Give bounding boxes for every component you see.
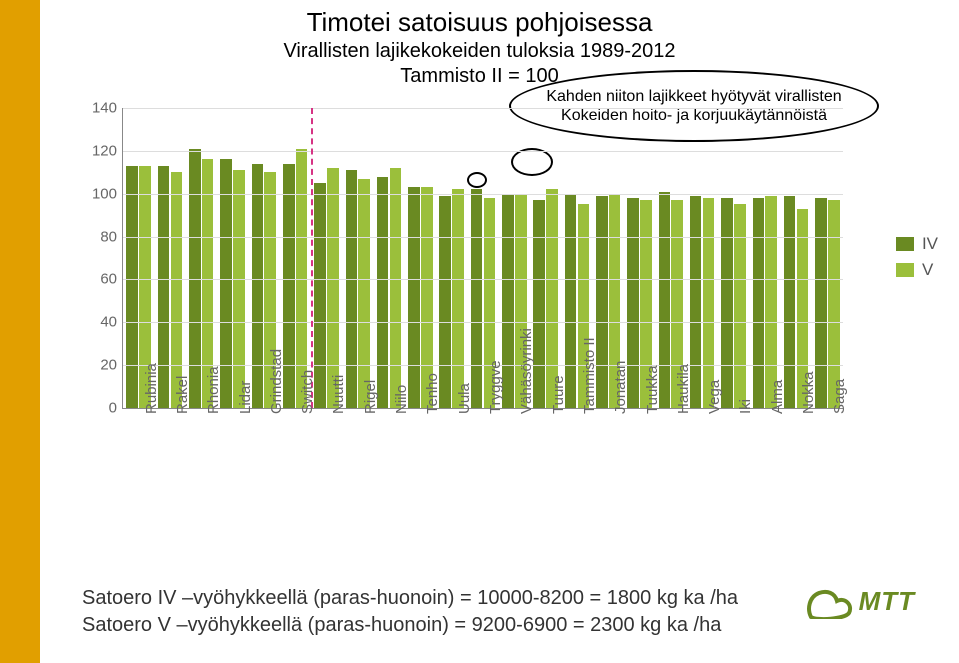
x-axis-category-label: Jonatan xyxy=(612,361,629,414)
chart-subtitle-1: Virallisten lajikekokeiden tuloksia 1989… xyxy=(0,39,959,64)
gridline xyxy=(123,194,843,195)
gridline xyxy=(123,322,843,323)
footer-notes: Satoero IV –vyöhykkeellä (paras-huonoin)… xyxy=(82,585,738,639)
bar-iv xyxy=(314,183,326,408)
x-axis-category-label: Niilo xyxy=(393,385,410,414)
x-axis-category-label: Rhonia xyxy=(205,366,222,414)
footer-line-2: Satoero V –vyöhykkeellä (paras-huonoin) … xyxy=(82,612,738,639)
gridline xyxy=(123,108,843,109)
x-axis-category-label: Saga xyxy=(831,379,848,414)
bar-v xyxy=(233,170,245,408)
bar-iv xyxy=(346,170,358,408)
x-axis-category-label: Iki xyxy=(737,399,754,414)
y-axis-tick-label: 140 xyxy=(83,100,117,117)
x-axis-category-label: Nuutti xyxy=(330,375,347,414)
legend: IV V xyxy=(896,228,938,286)
x-axis-category-label: Tryggve xyxy=(487,360,504,414)
logo-text: MTT xyxy=(859,586,915,617)
bar-iv xyxy=(252,164,264,408)
bar-iv xyxy=(220,159,232,408)
x-axis-category-label: Nokka xyxy=(800,371,817,414)
legend-swatch-v xyxy=(896,263,914,277)
bar-iv xyxy=(377,177,389,408)
x-axis-category-label: Rigel xyxy=(362,380,379,414)
x-axis-category-label: Vega xyxy=(706,380,723,414)
bar-iv xyxy=(721,198,733,408)
bar-iv xyxy=(126,166,138,408)
bar-iv xyxy=(471,189,483,408)
gridline xyxy=(123,237,843,238)
y-axis-tick-label: 80 xyxy=(83,228,117,245)
y-axis-tick-label: 40 xyxy=(83,314,117,331)
legend-label-iv: IV xyxy=(922,234,938,254)
bar-iv xyxy=(439,196,451,408)
y-axis-tick-label: 100 xyxy=(83,185,117,202)
x-axis-category-label: Uula xyxy=(456,383,473,414)
y-axis-tick-label: 120 xyxy=(83,142,117,159)
x-axis-category-label: Alma xyxy=(769,380,786,414)
bar-iv xyxy=(533,200,545,408)
legend-item-iv: IV xyxy=(896,234,938,254)
bar-v xyxy=(327,168,339,408)
x-axis-category-label: Vähäsöyrinki xyxy=(518,328,535,414)
x-axis-category-label: Rakel xyxy=(174,376,191,414)
gridline xyxy=(123,365,843,366)
bar-v xyxy=(765,196,777,408)
bar-iv xyxy=(753,198,765,408)
x-axis-category-label: Tuukka xyxy=(644,365,661,414)
bar-iv xyxy=(189,149,201,408)
bar-iv xyxy=(627,198,639,408)
bar-v xyxy=(390,168,402,408)
y-axis-tick-label: 20 xyxy=(83,357,117,374)
bar-v xyxy=(358,179,370,408)
chart-title: Timotei satoisuus pohjoisessa xyxy=(0,6,959,39)
x-axis-category-label: Rubinia xyxy=(143,363,160,414)
side-stripe xyxy=(0,0,40,663)
x-axis-category-label: Switch xyxy=(299,370,316,414)
x-axis-category-label: Tenho xyxy=(424,373,441,414)
gridline xyxy=(123,279,843,280)
bar-v xyxy=(828,200,840,408)
bar-v xyxy=(171,172,183,408)
footer-line-1: Satoero IV –vyöhykkeellä (paras-huonoin)… xyxy=(82,585,738,612)
x-axis-category-label: Tammisto II xyxy=(581,337,598,414)
x-axis-category-label: Haukila xyxy=(675,364,692,414)
bar-iv xyxy=(784,196,796,408)
legend-label-v: V xyxy=(922,260,933,280)
bar-iv xyxy=(408,187,420,408)
x-axis-category-label: Tuure xyxy=(550,375,567,414)
bar-v xyxy=(452,189,464,408)
mtt-logo: MTT xyxy=(805,583,915,619)
y-axis-tick-label: 0 xyxy=(83,400,117,417)
x-axis-category-label: Lidar xyxy=(237,381,254,414)
x-axis-category-label: Grindstad xyxy=(268,349,285,414)
bar-v xyxy=(734,204,746,408)
y-axis-tick-label: 60 xyxy=(83,271,117,288)
gridline xyxy=(123,151,843,152)
bar-chart: 020406080100120140 IV V RubiniaRakelRhon… xyxy=(82,108,842,538)
legend-swatch-iv xyxy=(896,237,914,251)
legend-item-v: V xyxy=(896,260,938,280)
divider-dashed-line xyxy=(311,108,313,408)
bar-v xyxy=(703,198,715,408)
